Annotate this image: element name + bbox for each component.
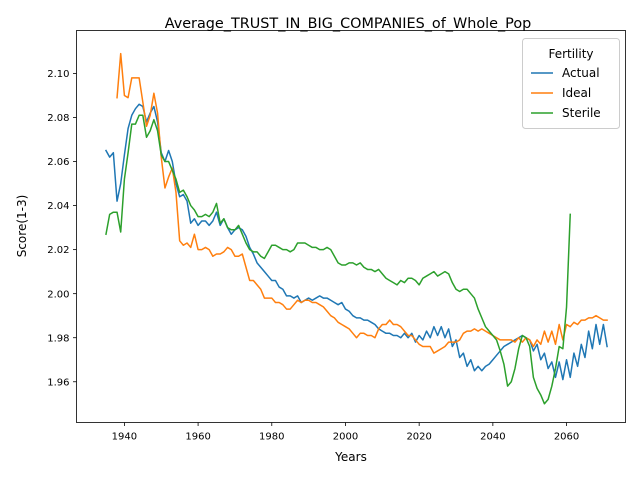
axes: 1940 1960 1980 2000 2020 2040 2060 1.96 1.98 2.00… (47, 69, 579, 442)
y-tick-label: 2.06 (47, 157, 69, 168)
series-layer (104, 52, 608, 405)
y-tick-label: 2.08 (47, 113, 69, 124)
x-tick-label: 2040 (480, 432, 505, 443)
plot-frame (76, 30, 626, 423)
legend-label-actual: Actual (562, 66, 600, 80)
y-tick-label: 2.10 (47, 69, 69, 80)
y-tick-label: 2.02 (47, 245, 69, 256)
y-tick-label: 1.98 (47, 333, 69, 344)
x-tick-label: 2000 (333, 432, 358, 443)
legend-label-sterile: Sterile (562, 106, 601, 120)
x-tick-label: 2020 (406, 432, 431, 443)
series-line-ideal (116, 52, 608, 354)
x-tick-label: 1960 (185, 432, 210, 443)
legend-entries: Actual Ideal Sterile (531, 66, 601, 120)
series-line-sterile (105, 114, 572, 405)
legend-box (522, 38, 620, 129)
x-tick-label: 1980 (259, 432, 284, 443)
legend-title: Fertility (548, 47, 593, 61)
legend-label-ideal: Ideal (562, 86, 591, 100)
y-tick-label: 1.96 (47, 377, 69, 388)
chart-title: Average_TRUST_IN_BIG_COMPANIES_of_Whole_… (165, 16, 532, 32)
legend: Fertility Actual Ideal Sterile (522, 38, 620, 129)
y-axis-label: Score(1-3) (15, 195, 29, 258)
x-tick-label: 2060 (554, 432, 579, 443)
y-tick-label: 2.04 (47, 201, 69, 212)
x-tick-label: 1940 (112, 432, 137, 443)
y-tick-label: 2.00 (47, 289, 69, 300)
x-axis-label: Years (334, 450, 367, 464)
